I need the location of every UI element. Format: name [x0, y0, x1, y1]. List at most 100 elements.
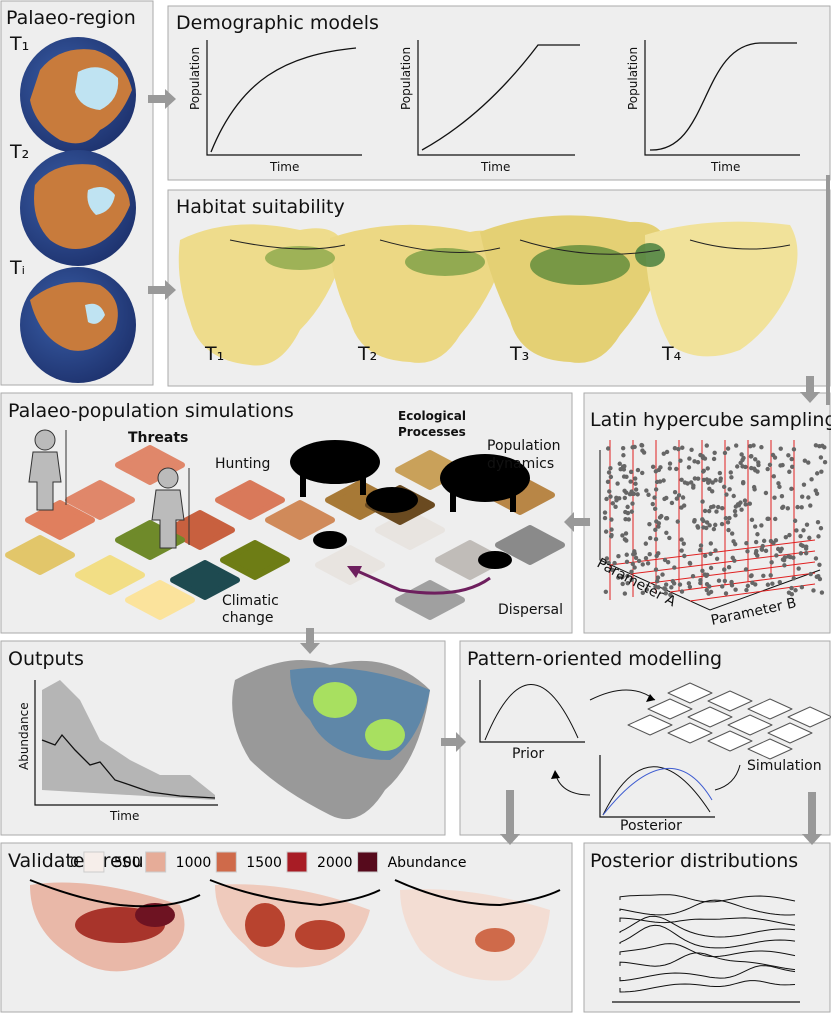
sample-point — [640, 562, 645, 567]
sample-point — [791, 576, 796, 581]
sample-point — [818, 455, 824, 460]
sample-point — [743, 502, 748, 507]
sample-point — [695, 476, 701, 481]
sample-point — [635, 467, 641, 473]
sample-point — [705, 572, 710, 578]
sample-point — [718, 476, 723, 481]
sample-point — [632, 565, 637, 570]
sample-point — [713, 478, 718, 483]
sample-point — [780, 462, 785, 468]
sample-point — [730, 555, 735, 560]
sample-point — [789, 585, 794, 591]
sample-point — [814, 471, 820, 476]
result-maps — [29, 879, 561, 981]
sample-point — [819, 469, 824, 474]
sample-point — [661, 478, 666, 483]
sample-point — [729, 583, 735, 588]
tile — [747, 738, 793, 760]
panel — [583, 842, 831, 1013]
sample-point — [768, 538, 774, 544]
sample-point — [725, 520, 731, 525]
sample-point — [698, 543, 704, 548]
panel — [167, 5, 831, 181]
sample-point — [667, 535, 672, 541]
sample-point — [679, 537, 684, 542]
sample-point — [816, 534, 821, 539]
legend-label: 500 — [114, 855, 141, 871]
sample-point — [698, 452, 703, 458]
sample-point — [679, 477, 684, 482]
sample-point — [801, 482, 807, 487]
sample-point — [720, 506, 725, 511]
ridge — [619, 899, 796, 916]
tile — [787, 706, 831, 728]
sample-point — [713, 522, 718, 528]
sample-point — [752, 524, 758, 529]
sample-point — [799, 505, 804, 510]
label: Processes — [398, 425, 466, 439]
sample-point — [624, 552, 629, 557]
sample-point — [681, 541, 686, 546]
sample-point — [704, 443, 709, 448]
sample-point — [799, 584, 805, 590]
sample-point — [763, 548, 769, 554]
sample-point — [791, 447, 797, 452]
sample-point — [630, 501, 635, 506]
sample-point — [667, 461, 673, 466]
legend-label: 1000 — [176, 855, 212, 871]
sample-point — [735, 464, 740, 469]
sample-point — [700, 469, 706, 474]
sample-point — [710, 480, 715, 485]
sample-point — [660, 572, 665, 577]
sample-point — [629, 577, 634, 583]
globes — [20, 37, 136, 383]
sample-point — [629, 569, 634, 574]
sample-point — [704, 582, 710, 587]
sample-point — [798, 542, 804, 548]
label: Dispersal — [498, 602, 563, 618]
sample-point — [729, 579, 734, 585]
sample-point — [708, 541, 714, 546]
sample-point — [644, 488, 649, 493]
sample-point — [729, 475, 734, 480]
sample-point — [653, 536, 659, 542]
sample-point — [745, 583, 751, 589]
sample-point — [773, 538, 779, 543]
axis-label: Time — [710, 160, 740, 174]
sample-point — [623, 509, 628, 515]
panel-title: Outputs — [8, 648, 84, 670]
sample-point — [755, 469, 760, 474]
sample-point — [622, 537, 628, 542]
legend-label: Abundance — [388, 855, 467, 871]
sample-point — [663, 591, 668, 596]
sample-point — [707, 523, 712, 528]
tile — [265, 500, 335, 540]
sample-point — [714, 556, 720, 561]
sample-point — [650, 464, 656, 470]
sample-point — [814, 574, 820, 580]
panel-title: Palaeo-region — [6, 7, 136, 29]
sample-point — [644, 587, 650, 592]
sample-point — [798, 551, 804, 556]
sample-point — [686, 465, 692, 470]
sample-point — [815, 519, 821, 525]
tile — [5, 535, 75, 575]
sample-point — [701, 525, 706, 530]
sample-point — [610, 501, 616, 506]
sample-point — [640, 590, 646, 596]
sample-point — [780, 505, 785, 511]
sample-point — [654, 479, 660, 485]
sample-point — [608, 534, 614, 539]
sample-point — [727, 515, 732, 521]
ridge — [619, 965, 796, 982]
sample-point — [708, 589, 714, 595]
outputs-chart — [34, 660, 430, 820]
sample-point — [676, 493, 682, 498]
sample-point — [779, 546, 784, 552]
sample-point — [786, 453, 791, 458]
sample-point — [813, 488, 818, 493]
sample-point — [786, 590, 792, 595]
tile — [767, 722, 813, 744]
sample-point — [680, 495, 686, 500]
sample-point — [689, 447, 694, 452]
